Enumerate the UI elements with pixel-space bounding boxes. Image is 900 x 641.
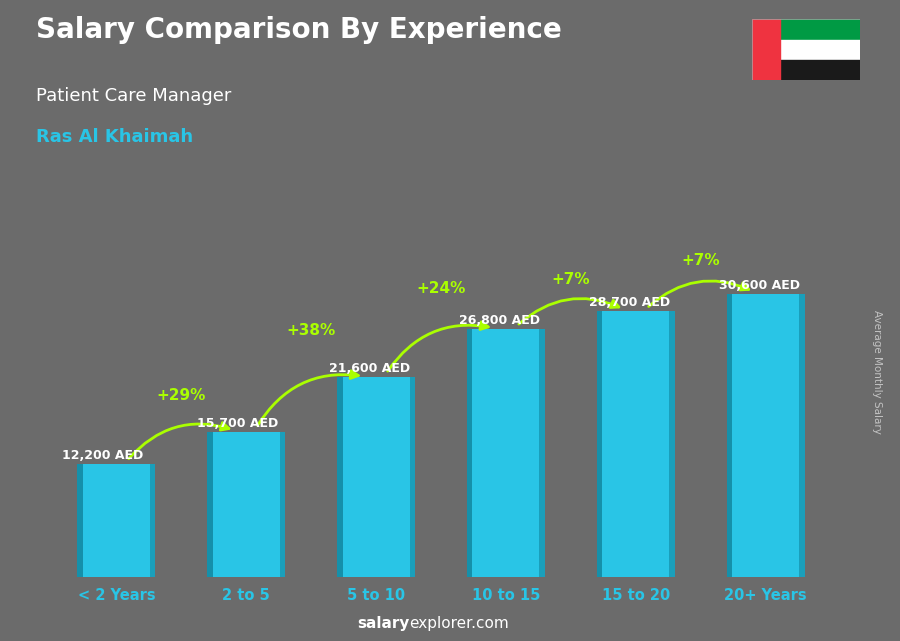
- Text: +24%: +24%: [417, 281, 465, 296]
- Text: 15,700 AED: 15,700 AED: [197, 417, 278, 429]
- Bar: [670, 311, 675, 577]
- Text: +38%: +38%: [286, 323, 336, 338]
- FancyArrowPatch shape: [518, 299, 619, 324]
- Text: explorer.com: explorer.com: [410, 617, 509, 631]
- Text: 30,600 AED: 30,600 AED: [719, 279, 800, 292]
- FancyArrowPatch shape: [388, 322, 488, 371]
- Bar: [467, 329, 472, 577]
- Bar: [207, 431, 212, 577]
- Bar: [410, 377, 415, 577]
- Bar: [77, 464, 156, 577]
- Bar: [467, 329, 544, 577]
- Bar: [726, 294, 805, 577]
- Text: salary: salary: [357, 617, 410, 631]
- FancyArrowPatch shape: [129, 422, 229, 459]
- Text: 12,200 AED: 12,200 AED: [62, 449, 143, 462]
- Text: 26,800 AED: 26,800 AED: [459, 314, 540, 327]
- Bar: [338, 377, 415, 577]
- Bar: [752, 19, 779, 80]
- Bar: [726, 294, 732, 577]
- Text: +29%: +29%: [157, 388, 206, 403]
- Text: Patient Care Manager: Patient Care Manager: [36, 87, 231, 104]
- Bar: [539, 329, 544, 577]
- Bar: [338, 377, 343, 577]
- Text: 28,700 AED: 28,700 AED: [589, 296, 670, 310]
- Text: +7%: +7%: [681, 253, 720, 268]
- Bar: [280, 431, 285, 577]
- Bar: [597, 311, 602, 577]
- Bar: [597, 311, 675, 577]
- Bar: [799, 294, 805, 577]
- Text: Salary Comparison By Experience: Salary Comparison By Experience: [36, 16, 562, 44]
- Bar: [207, 431, 285, 577]
- Bar: [752, 19, 860, 40]
- Bar: [752, 60, 860, 80]
- Bar: [752, 40, 860, 60]
- Text: 21,600 AED: 21,600 AED: [329, 362, 410, 375]
- Bar: [150, 464, 156, 577]
- Text: Average Monthly Salary: Average Monthly Salary: [872, 310, 883, 434]
- FancyArrowPatch shape: [257, 370, 358, 426]
- Text: Ras Al Khaimah: Ras Al Khaimah: [36, 128, 194, 146]
- Text: +7%: +7%: [552, 272, 590, 287]
- FancyArrowPatch shape: [649, 281, 749, 306]
- Bar: [77, 464, 83, 577]
